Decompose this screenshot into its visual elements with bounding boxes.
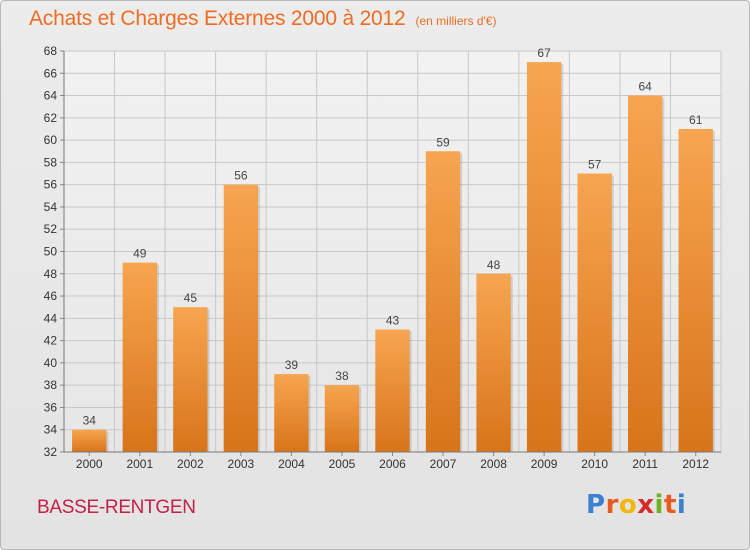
y-tick-label: 62 [44,111,58,125]
x-tick-label: 2007 [430,457,457,471]
bar-2008[interactable] [476,273,511,452]
y-tick-label: 46 [44,289,58,303]
x-tick-label: 2009 [531,457,558,471]
bar-2012[interactable] [678,128,713,452]
x-tick-label: 2000 [76,457,103,471]
bar-2002[interactable] [173,307,208,452]
y-tick-label: 54 [44,200,58,214]
x-tick-label: 2004 [278,457,305,471]
value-label: 59 [436,135,450,149]
value-label: 64 [639,80,653,94]
x-tick-label: 2008 [480,457,507,471]
bar-2010[interactable] [577,173,612,452]
y-tick-label: 52 [44,222,58,236]
y-tick-label: 38 [44,378,58,392]
y-tick-label: 48 [44,267,58,281]
logo-letter: r [605,490,619,520]
bar-2003[interactable] [223,184,259,452]
x-tick-label: 2001 [126,457,153,471]
x-tick-label: 2002 [177,457,204,471]
chart-title: Achats et Charges Externes 2000 à 2012 (e… [29,7,496,31]
y-tick-label: 68 [44,44,58,58]
y-tick-label: 44 [44,311,58,325]
y-tick-label: 42 [44,334,58,348]
bar-2009[interactable] [526,62,562,453]
value-label: 45 [184,291,198,305]
logo-letter: x [637,490,655,520]
bar-2001[interactable] [122,262,157,452]
y-tick-label: 60 [44,133,58,147]
y-tick-label: 32 [44,445,58,459]
logo-letter: P [586,490,606,520]
bar-2004[interactable] [274,374,309,452]
x-tick-label: 2003 [228,457,255,471]
value-label: 48 [487,258,501,272]
logo-letter: t [663,490,677,520]
x-tick-label: 2005 [329,457,356,471]
logo-letter: o [618,490,638,520]
value-label: 56 [234,169,248,183]
value-label: 43 [386,313,400,327]
y-tick-label: 66 [44,66,58,80]
logo-letter: i [676,490,687,520]
value-label: 49 [133,247,147,261]
value-label: 57 [588,158,602,172]
bar-2011[interactable] [628,95,663,453]
value-label: 39 [285,358,299,372]
y-tick-label: 50 [44,245,58,259]
value-label: 34 [83,414,97,428]
x-tick-label: 2006 [379,457,406,471]
y-tick-label: 40 [44,356,58,370]
bar-2005[interactable] [324,385,360,452]
x-tick-label: 2012 [682,457,709,471]
bar-2006[interactable] [375,329,410,452]
chart-title-text: Achats et Charges Externes 2000 à 2012 [29,7,406,30]
value-label: 38 [335,369,349,383]
axis-layer: 32 34 36 38 40 42 44 46 48 50 52 54 56 58 60 62 64 66 68 20… [44,44,721,471]
bar-2000[interactable] [72,429,107,452]
y-tick-label: 36 [44,400,58,414]
value-label: 67 [537,46,551,60]
x-tick-label: 2011 [632,457,658,471]
y-tick-label: 58 [44,155,58,169]
y-tick-label: 56 [44,178,58,192]
chart-unit: (en milliers d'€) [415,14,497,28]
bar-2007[interactable] [425,151,461,452]
y-tick-label: 64 [44,89,58,103]
logo-letter: i [654,490,664,520]
y-tick-label: 34 [44,423,58,437]
proxiti-logo[interactable]: Proxiti [586,490,686,520]
commune-name: BASSE-RENTGEN [37,497,196,518]
x-tick-label: 2010 [581,457,608,471]
value-label: 61 [689,113,703,127]
bar-layer: 34 49 45 56 39 38 43 59 48 67 57 64 61 [72,46,715,453]
